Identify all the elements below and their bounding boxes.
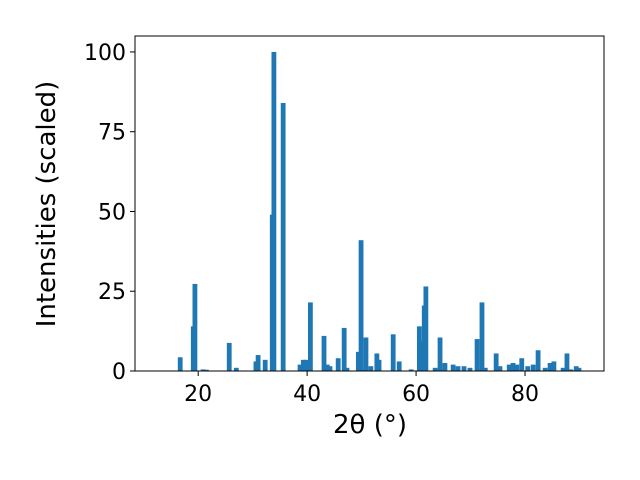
bar <box>551 361 557 371</box>
bar <box>514 364 520 371</box>
bar <box>482 367 488 371</box>
bar <box>423 286 429 371</box>
y-tick-label: 100 <box>84 41 126 66</box>
bar <box>442 363 448 371</box>
plot-frame <box>134 35 605 372</box>
bar <box>506 364 512 371</box>
bar <box>192 283 198 371</box>
bar <box>408 369 414 371</box>
bar <box>450 364 456 371</box>
bar <box>535 350 541 371</box>
bar <box>177 357 183 371</box>
bar <box>432 367 438 371</box>
bar <box>321 335 327 371</box>
bar <box>461 366 467 371</box>
y-tick-label: 0 <box>112 360 126 385</box>
bar <box>226 342 232 371</box>
bar <box>355 351 361 371</box>
bar <box>497 366 503 371</box>
bar <box>341 327 347 371</box>
bar <box>573 366 579 371</box>
bar <box>479 302 485 371</box>
bar <box>467 367 473 371</box>
bar <box>519 358 525 371</box>
x-axis-label: 2θ (°) <box>333 410 407 440</box>
bar <box>376 359 382 371</box>
bar <box>396 361 402 371</box>
bar <box>327 366 333 371</box>
y-tick-label: 25 <box>98 280 126 305</box>
bar <box>547 363 553 371</box>
bar <box>390 334 396 371</box>
bar <box>576 367 582 371</box>
bar <box>455 366 461 371</box>
x-tick-label: 80 <box>511 382 539 407</box>
bar <box>542 367 548 371</box>
bar <box>358 240 364 371</box>
bar <box>324 364 330 371</box>
bar <box>363 337 369 371</box>
bar <box>255 355 261 371</box>
y-tick-label: 75 <box>98 121 126 146</box>
bar <box>344 367 350 371</box>
bar <box>368 366 374 371</box>
bar <box>437 337 443 371</box>
bar <box>568 369 574 371</box>
bar <box>335 358 341 371</box>
bar <box>297 364 303 371</box>
x-tick-label: 20 <box>184 382 212 407</box>
bar <box>300 359 306 371</box>
bar <box>203 369 209 371</box>
bar <box>280 103 286 371</box>
bar <box>307 302 313 371</box>
x-tick-label: 40 <box>293 382 321 407</box>
bar <box>564 353 570 371</box>
bar <box>530 364 536 371</box>
y-axis-label: Intensities (scaled) <box>32 81 62 328</box>
bar <box>303 359 309 371</box>
bar <box>474 339 480 371</box>
bar <box>271 51 277 371</box>
bar <box>560 367 566 371</box>
bar <box>416 326 422 371</box>
x-tick-label: 60 <box>402 382 430 407</box>
bar <box>200 369 206 371</box>
bar <box>525 366 531 371</box>
bar <box>262 359 268 371</box>
bar <box>493 353 499 371</box>
y-tick-label: 50 <box>98 200 126 225</box>
bar <box>510 363 516 371</box>
bar <box>233 367 239 371</box>
